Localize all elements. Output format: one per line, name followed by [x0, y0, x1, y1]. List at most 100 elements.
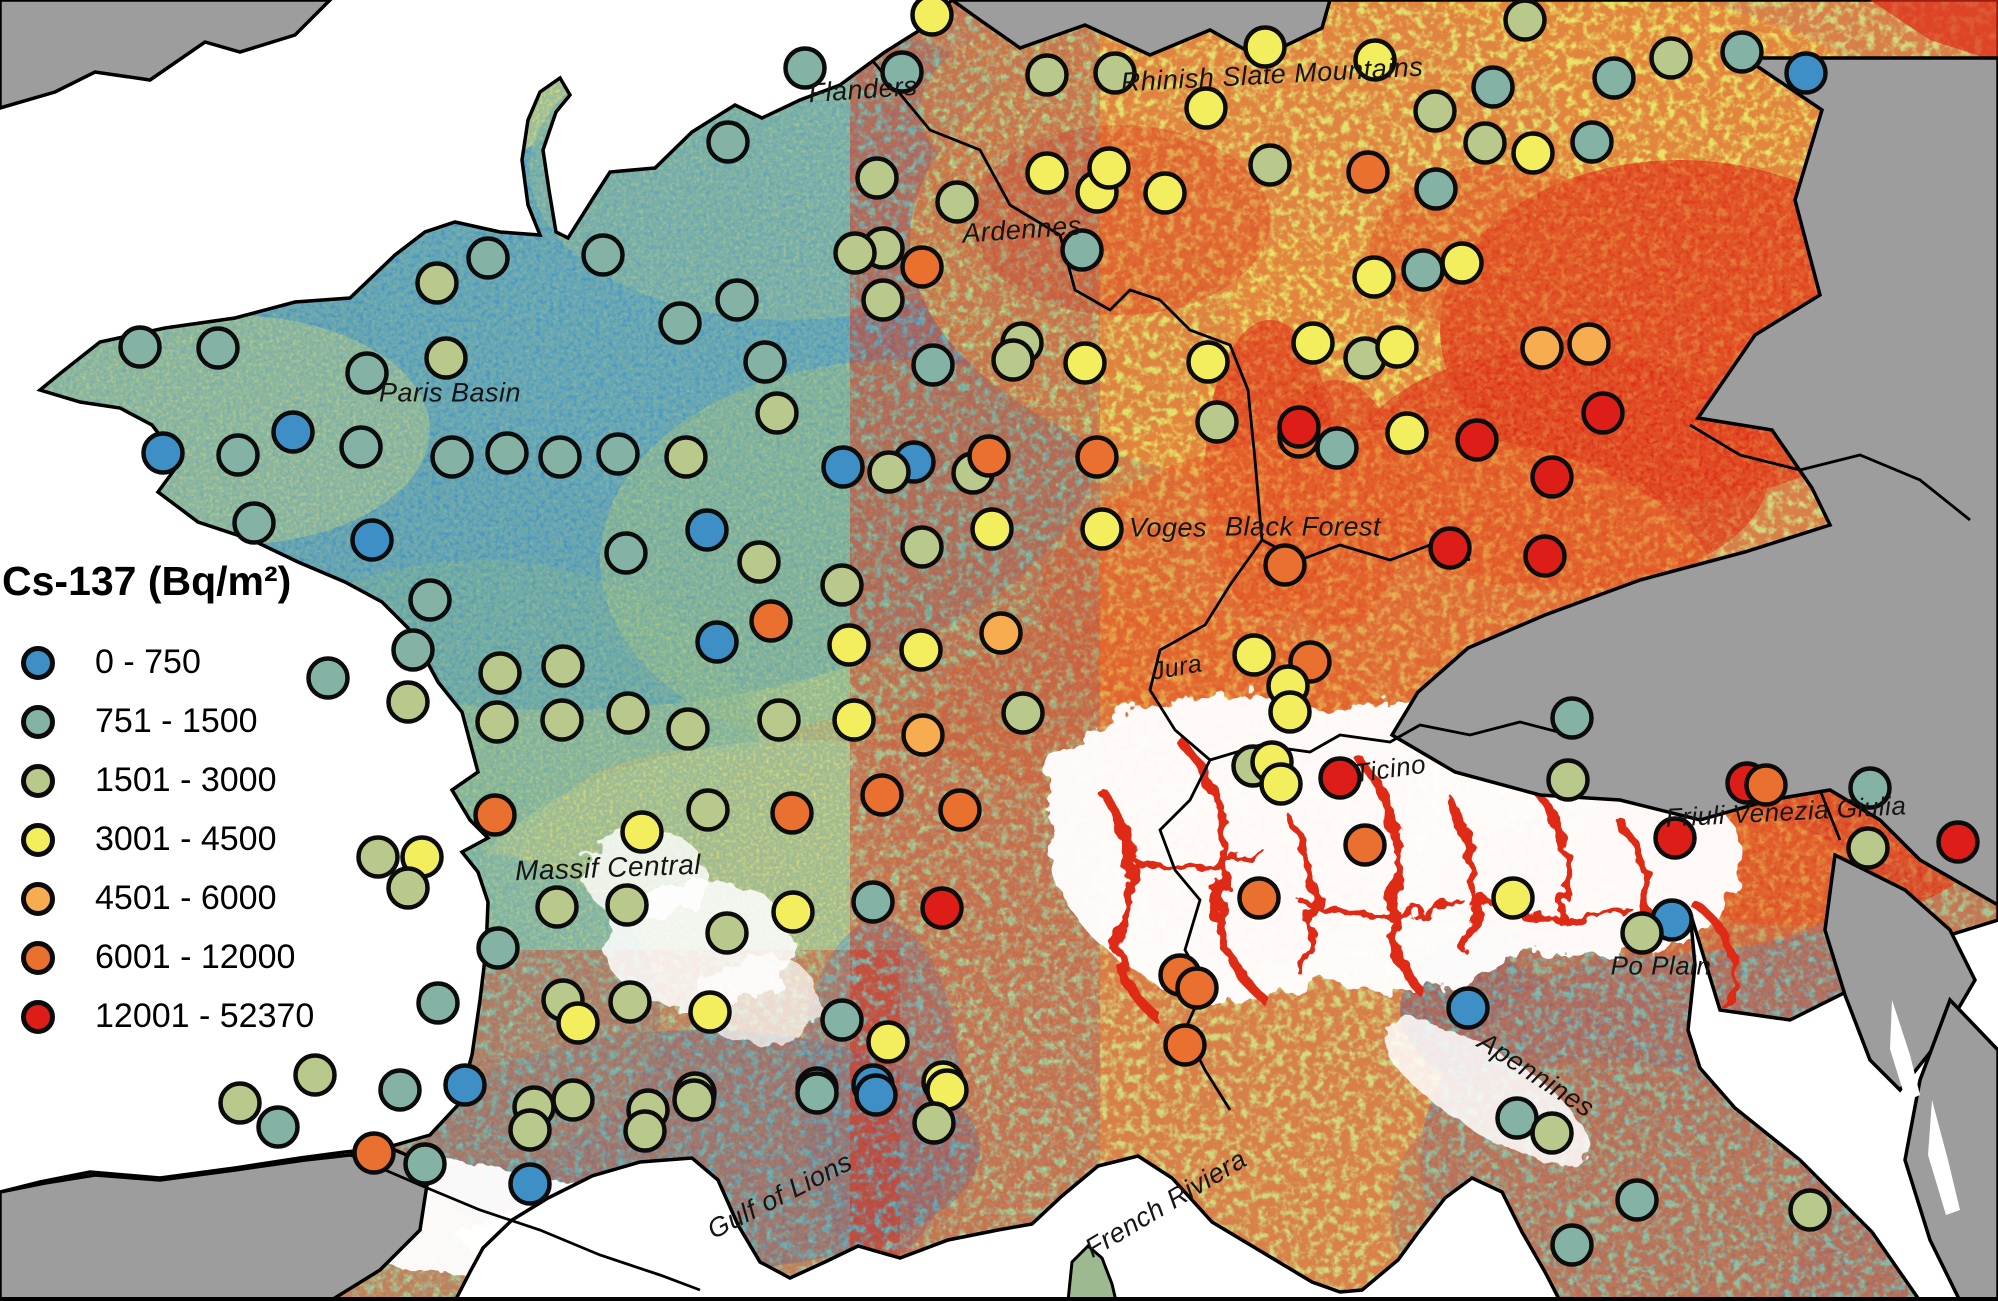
- station-marker: [386, 866, 430, 910]
- station-marker: [866, 1020, 910, 1064]
- station-marker: [605, 883, 649, 927]
- station-marker: [1592, 56, 1636, 100]
- station-marker: [1080, 507, 1124, 551]
- station-marker: [271, 410, 315, 454]
- station-marker: [685, 508, 729, 552]
- station-marker: [485, 431, 529, 475]
- station-marker: [1581, 391, 1625, 435]
- legend-item: 4501 - 6000: [0, 869, 330, 928]
- legend-item-label: 0 - 750: [95, 643, 201, 681]
- legend-swatch-icon: [21, 822, 55, 857]
- station-marker: [861, 278, 905, 322]
- station-marker: [912, 1101, 956, 1145]
- station-marker: [1846, 826, 1890, 870]
- station-marker: [771, 890, 815, 934]
- station-marker: [196, 326, 240, 370]
- station-marker: [979, 611, 1023, 655]
- station-marker: [827, 623, 871, 667]
- station-marker: [920, 886, 964, 930]
- station-marker: [408, 578, 452, 622]
- station-marker: [737, 540, 781, 584]
- station-marker: [938, 788, 982, 832]
- station-marker: [821, 445, 865, 489]
- station-marker: [1352, 255, 1396, 299]
- station-marker: [664, 435, 708, 479]
- station-marker: [1060, 228, 1104, 272]
- station-marker: [1848, 766, 1892, 810]
- station-marker: [596, 432, 640, 476]
- station-marker: [1237, 876, 1281, 920]
- station-marker: [216, 433, 260, 477]
- station-marker: [1318, 756, 1362, 800]
- station-marker: [967, 434, 1011, 478]
- station-marker: [1414, 167, 1458, 211]
- station-marker: [991, 338, 1035, 382]
- station-marker: [899, 628, 943, 672]
- station-marker: [1063, 341, 1107, 385]
- station-marker: [743, 340, 787, 384]
- legend-item-label: 6001 - 12000: [95, 938, 296, 976]
- station-marker: [820, 998, 864, 1042]
- station-marker: [473, 793, 517, 837]
- station-marker: [356, 835, 400, 879]
- station-marker: [901, 713, 945, 757]
- legend-item-label: 751 - 1500: [95, 702, 258, 740]
- legend-item: 0 - 750: [0, 633, 330, 692]
- station-marker: [551, 1078, 595, 1122]
- station-marker: [218, 1081, 262, 1125]
- station-marker: [443, 1063, 487, 1107]
- england: [0, 0, 333, 110]
- station-marker: [935, 180, 979, 224]
- station-marker: [1570, 120, 1614, 164]
- station-marker: [623, 1109, 667, 1153]
- station-marker: [833, 231, 877, 275]
- station-marker: [1720, 30, 1764, 74]
- east-non-study: [1389, 56, 1998, 908]
- station-marker: [1259, 762, 1303, 806]
- station-marker: [1195, 400, 1239, 444]
- station-marker: [352, 1131, 396, 1175]
- legend-item-label: 1501 - 3000: [95, 761, 277, 799]
- station-marker: [900, 525, 944, 569]
- station-marker: [1446, 986, 1490, 1030]
- station-marker: [1087, 146, 1131, 190]
- legend-swatch-icon: [21, 763, 55, 798]
- station-marker: [867, 450, 911, 494]
- legend-item: 3001 - 4500: [0, 810, 330, 869]
- station-marker: [608, 980, 652, 1024]
- netherlands: [948, 0, 1332, 60]
- station-marker: [832, 698, 876, 742]
- station-marker: [1001, 691, 1045, 735]
- station-marker: [783, 46, 827, 90]
- station-marker: [749, 599, 793, 643]
- legend-item: 12001 - 52370: [0, 987, 330, 1046]
- station-marker: [293, 1053, 337, 1097]
- station-marker: [540, 698, 584, 742]
- station-marker: [538, 435, 582, 479]
- station-marker: [1491, 876, 1535, 920]
- legend: Cs-137 (Bq/m²) 0 - 750 751 - 1500 1501 - 3…: [0, 558, 330, 1046]
- station-markers-layer: [118, 0, 1980, 1267]
- station-marker: [1143, 171, 1187, 215]
- station-marker: [1455, 418, 1499, 462]
- station-marker: [1550, 1223, 1594, 1267]
- station-marker: [1248, 143, 1292, 187]
- station-marker: [256, 1105, 300, 1149]
- station-marker: [1428, 526, 1472, 570]
- station-marker: [970, 507, 1014, 551]
- station-marker: [1653, 816, 1697, 860]
- station-marker: [1343, 823, 1387, 867]
- station-marker: [1375, 325, 1419, 369]
- map-frame-line: [0, 1297, 1998, 1301]
- station-marker: [424, 336, 468, 380]
- legend-item-label: 4501 - 6000: [95, 879, 277, 917]
- station-marker: [391, 628, 435, 672]
- station-marker: [606, 691, 650, 735]
- station-marker: [508, 1108, 552, 1152]
- station-marker: [1744, 763, 1788, 807]
- station-marker: [770, 791, 814, 835]
- station-marker: [688, 990, 732, 1034]
- station-marker: [851, 880, 895, 924]
- station-marker: [854, 1073, 898, 1117]
